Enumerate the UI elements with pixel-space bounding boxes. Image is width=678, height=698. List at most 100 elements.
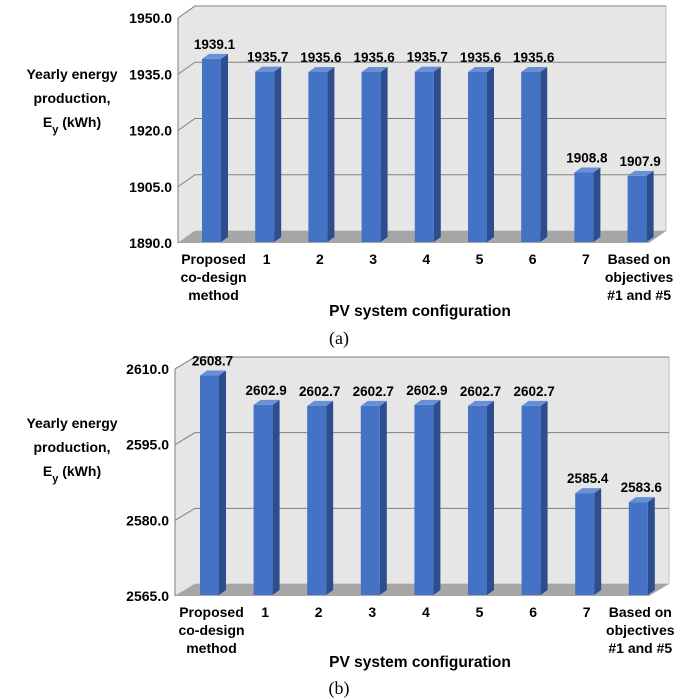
data-label: 1908.8 [566, 151, 608, 166]
bar-side [221, 53, 228, 242]
data-label: 2602.7 [460, 384, 501, 399]
bar-top [414, 399, 441, 405]
bar-top [253, 399, 280, 405]
bar-side [219, 370, 226, 595]
bar-top [361, 67, 388, 72]
bar [575, 493, 595, 595]
gridline [174, 356, 669, 370]
bar-group [360, 400, 387, 595]
bar-top [521, 67, 548, 72]
bar-group [521, 400, 548, 595]
x-tick-label: 3 [368, 604, 376, 620]
data-label: 2602.7 [299, 384, 340, 399]
bar-group [202, 53, 228, 242]
bar-side [593, 167, 601, 242]
bar-group [468, 67, 494, 242]
bar-side [540, 67, 548, 242]
x-tick-label: 6 [529, 604, 537, 620]
bar [200, 375, 219, 595]
bar-group [414, 66, 441, 242]
bar-side [379, 400, 387, 595]
gridline [177, 118, 666, 131]
x-axis-title: PV system configuration [329, 303, 511, 320]
bar-side [433, 399, 441, 595]
bar-group [308, 67, 335, 242]
panel-caption-a: (a) [329, 328, 349, 349]
bar-side [380, 67, 388, 242]
y-tick-label: 1905.0 [129, 179, 172, 195]
x-tick-label: 3 [369, 251, 377, 267]
data-label: 2602.7 [513, 384, 554, 399]
y-tick-label: 2565.0 [126, 588, 169, 604]
bar [468, 405, 487, 595]
y-tick-label: 2580.0 [126, 512, 169, 528]
bar [255, 71, 275, 242]
bar [307, 405, 327, 595]
x-tick-label: Based on [608, 251, 671, 267]
bar-top [202, 53, 228, 59]
bar [627, 175, 647, 242]
data-label: 2608.7 [192, 354, 233, 369]
x-tick-label: method [188, 287, 239, 303]
x-tick-label: 7 [583, 604, 591, 620]
x-tick-label: 1 [263, 251, 271, 267]
y-tick-label: 1950.0 [129, 10, 172, 26]
bar-side [487, 67, 494, 242]
y-tick-label: 2610.0 [126, 361, 169, 377]
data-label: 2602.9 [245, 383, 286, 398]
x-tick-label: 4 [422, 604, 430, 620]
bar-top [200, 370, 226, 376]
x-tick-label: Based on [609, 604, 672, 620]
bar-side [594, 488, 602, 595]
bar-top [627, 170, 654, 176]
bar-top [414, 66, 441, 72]
bar-side [540, 400, 548, 595]
gridline [177, 174, 666, 188]
data-label: 1935.6 [353, 50, 395, 65]
bar-top [574, 167, 601, 173]
bar-top [575, 488, 602, 494]
bar-top [521, 400, 548, 406]
x-tick-label: co-design [180, 269, 246, 285]
x-tick-label: #1 and #5 [608, 640, 672, 656]
gridline [174, 507, 669, 521]
x-tick-label: 2 [316, 251, 324, 267]
bar-group [307, 400, 334, 595]
bar-group [361, 67, 388, 242]
x-tick-label: objectives [605, 269, 674, 285]
bar [202, 58, 221, 242]
data-label: 2585.4 [567, 471, 609, 486]
bar-group [627, 170, 654, 242]
bar-group [414, 399, 441, 595]
x-tick-label: Proposed [179, 604, 244, 620]
data-label: 1935.7 [247, 50, 288, 65]
x-tick-label: method [186, 640, 237, 656]
chart-panel-b: 2565.0 2580.0 2595.0 2610.0 2608.7 Proposed co… [26, 354, 674, 698]
x-tick-label: objectives [606, 622, 675, 638]
bar [628, 502, 648, 595]
x-tick-label: #1 and #5 [607, 287, 671, 303]
x-tick-label: 4 [422, 251, 430, 267]
x-tick-label: co-design [178, 622, 244, 638]
data-label: 1935.7 [407, 50, 448, 65]
data-label: 1935.6 [300, 50, 342, 65]
gridline [177, 61, 666, 75]
x-tick-label: 7 [582, 251, 590, 267]
chart-panel-a: 1890.0 1905.0 1920.0 1935.0 1950.0 1939.1 Prop… [26, 5, 674, 349]
bar-group [574, 167, 601, 242]
x-tick-label: 5 [476, 604, 484, 620]
bar-side [274, 66, 282, 242]
y-tick-label: 1935.0 [129, 66, 172, 82]
bar-side [487, 400, 494, 595]
x-tick-label: 6 [529, 251, 537, 267]
bar-top [360, 400, 387, 406]
y-tick-label: 1920.0 [129, 123, 172, 139]
x-tick-label: 1 [261, 604, 269, 620]
bar [308, 72, 328, 242]
bar [360, 405, 380, 595]
bar [414, 404, 434, 595]
data-label: 2602.7 [353, 384, 394, 399]
bar-side [646, 170, 654, 242]
bar-group [255, 66, 282, 242]
